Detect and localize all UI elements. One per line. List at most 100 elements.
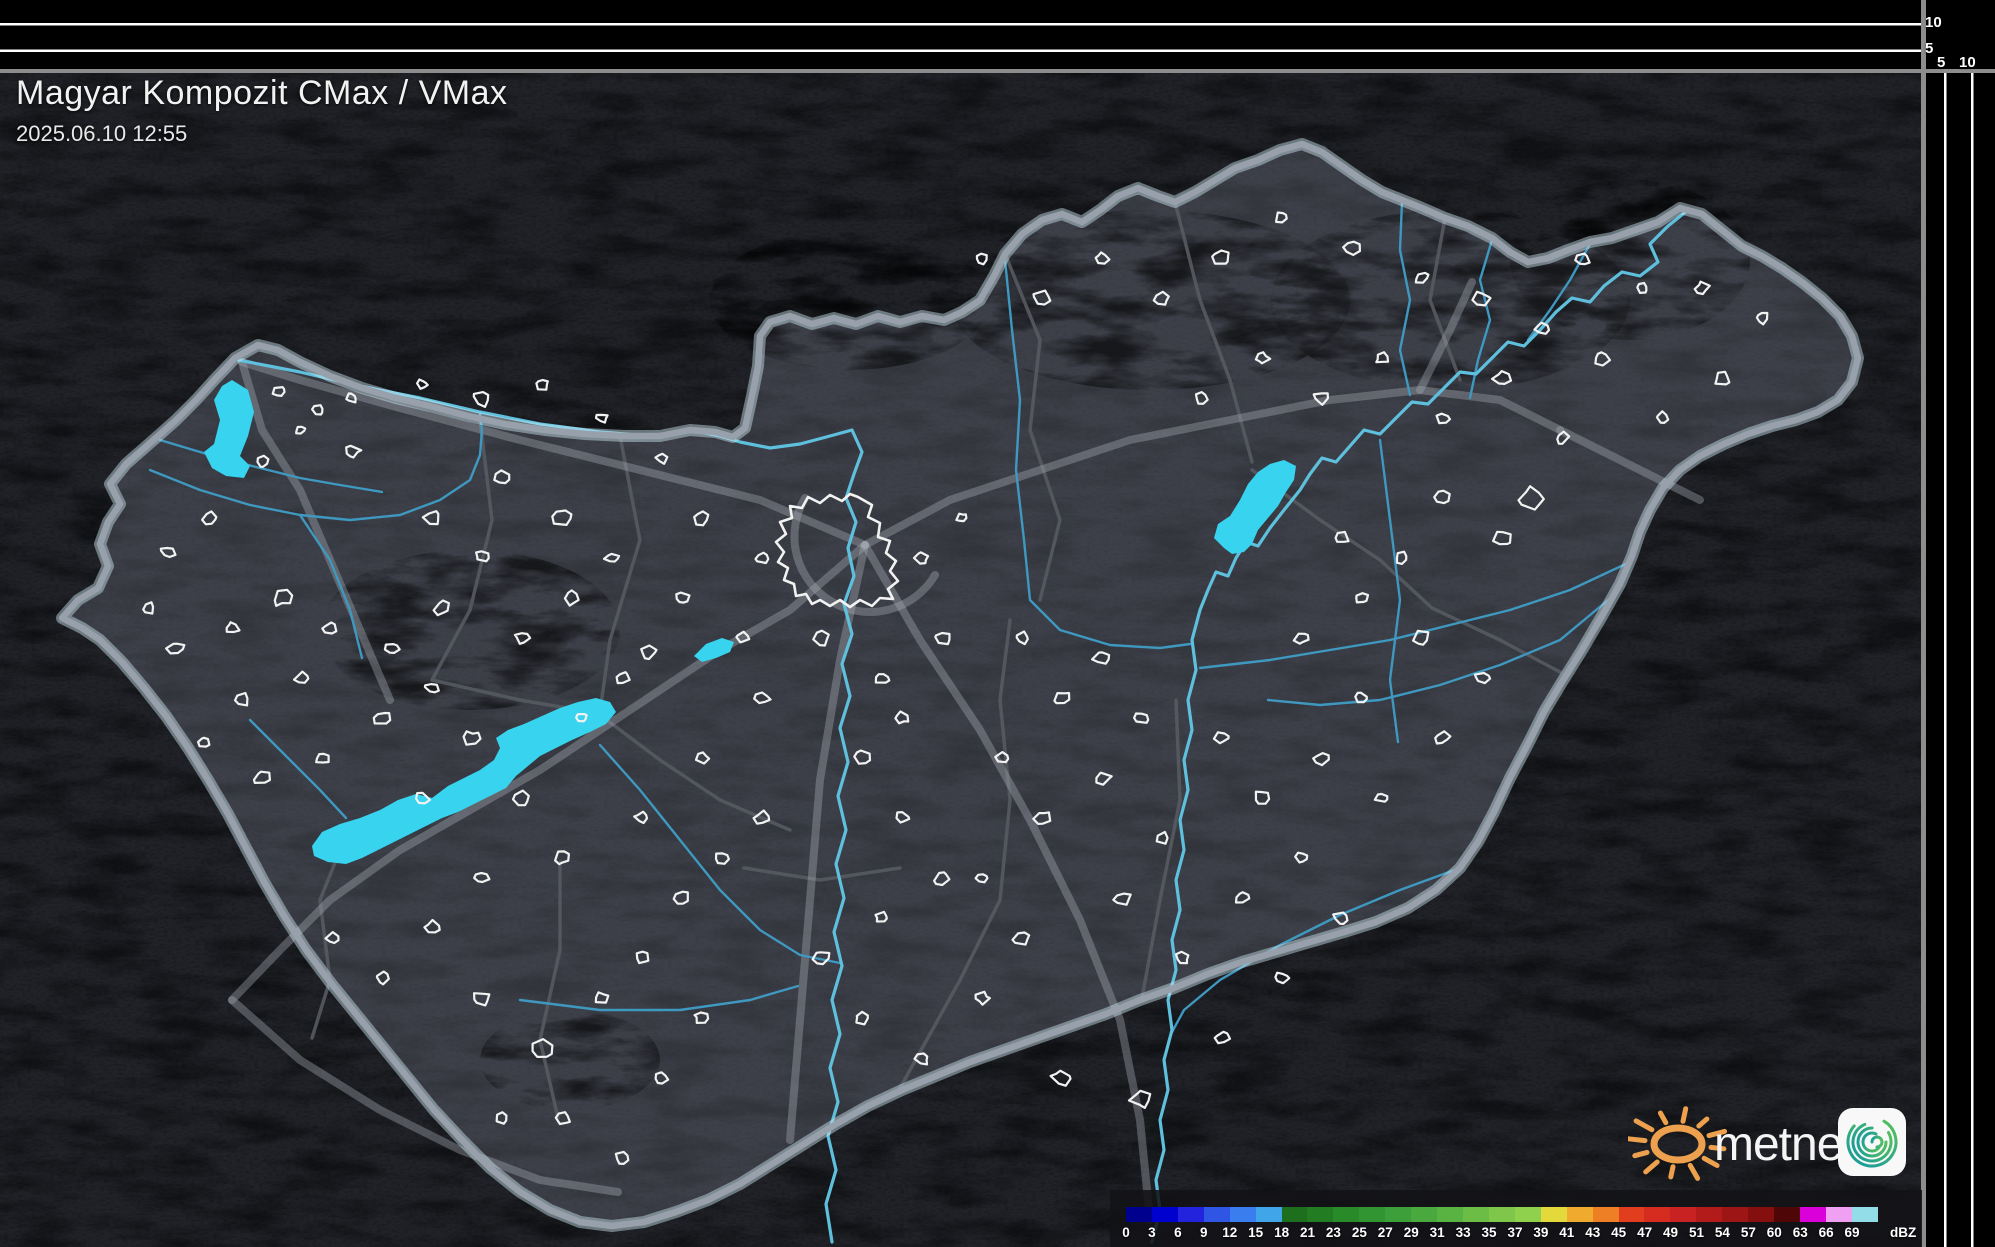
right-scale-line-5 [1944,73,1947,1247]
settlement-outline [1693,280,1711,296]
road-m7-south [228,996,622,1196]
dbz-tick: 29 [1403,1225,1419,1240]
settlement-outline [1517,485,1545,511]
dbz-color-cell [1514,1207,1541,1222]
settlement-outline [375,970,390,986]
dbz-color-cell [1644,1207,1671,1222]
sio-river [598,743,842,965]
settlement-outline [1234,891,1251,904]
settlement-outline [511,789,530,807]
road-m35 [1556,426,1704,504]
settlement-outline [324,930,340,945]
settlement-outline [197,736,211,748]
dbz-tick: 3 [1148,1225,1156,1240]
sun-ray [1696,1116,1710,1129]
settlement-outline [201,510,218,526]
settlement-outline [1155,830,1169,845]
dbz-color-cell [1851,1207,1878,1222]
settlement-outline [602,552,621,563]
dbz-tick: 54 [1714,1225,1730,1240]
settlement-outline [1342,240,1362,256]
settlement-outline [1490,370,1513,385]
dbz-tick: 57 [1740,1225,1756,1240]
settlement-outline [1213,1030,1232,1045]
road-m6 [786,541,869,1144]
settlement-outline [256,454,270,468]
dbz-color-cell [1748,1207,1775,1222]
dbz-tick: 47 [1637,1225,1653,1240]
dbz-color-cell [1774,1207,1800,1222]
settlement-outline [432,599,450,617]
settlement-outline [292,670,310,684]
settlement-outline [225,621,241,634]
dbz-tick: 39 [1533,1225,1549,1240]
settlement-outline [1354,691,1368,704]
raba-river [148,412,484,522]
settlement-outline [994,750,1010,764]
dbz-color-cell [1696,1207,1723,1222]
dbz-color-cell [1566,1207,1593,1222]
dbz-tick: 45 [1611,1225,1627,1240]
settlement-outline [594,991,610,1004]
settlement-outline [551,509,573,527]
dbz-tick: 15 [1248,1225,1264,1240]
settlement-outline [1411,629,1430,646]
settlement-outline [1132,712,1150,724]
settlement-outline [1334,530,1350,543]
settlement-outline [1174,950,1190,965]
dbz-tick: 51 [1688,1225,1704,1240]
sun-ray [1633,1118,1655,1133]
dbz-tick: 49 [1663,1225,1679,1240]
settlement-outline [1312,751,1330,767]
zagyva-river [1003,258,1192,650]
lake-tisza [1214,460,1296,554]
rivers [148,200,1690,1244]
dbz-color-cell [1333,1207,1360,1222]
tisza-river [1150,208,1690,1244]
settlement-outline [1755,311,1769,326]
settlement-outlines [142,211,1769,1166]
dbz-tick-labels: 0 3 6 9 12 15 18 21 23 25 27 29 31 33 35 37 39 41 43 45 47 49… [1122,1225,1917,1241]
settlement-outline [1655,410,1670,424]
settlement-outline [563,589,580,607]
settlement-outline [754,551,770,565]
settlement-outline [165,642,186,655]
settlement-outline [913,1052,929,1066]
dbz-color-cell [1618,1207,1645,1222]
settlement-outline [654,1071,670,1085]
settlement-outline [934,631,951,646]
dbz-unit-label: dBZ [1890,1225,1917,1240]
marcal-river [298,513,364,660]
settlement-outline [416,378,429,390]
settlement-outline [553,850,571,866]
settlement-outline [1274,211,1288,224]
settlement-outline [1032,289,1052,306]
metnet-logo: metnet [1628,1106,1906,1181]
dbz-color-cell [1488,1207,1515,1222]
settlement-outline [1254,351,1272,365]
settlement-outline [594,413,609,424]
sun-ray [1687,1162,1701,1181]
settlement-outline [1015,630,1029,646]
settlement-outline [1032,811,1052,826]
dbz-color-cell [1411,1207,1438,1222]
dbz-color-cell [1799,1207,1826,1222]
dbz-color-cell [1825,1207,1852,1222]
settlement-outline [415,791,431,805]
settlement-outline [1491,530,1512,546]
settlement-outline [1049,1069,1072,1087]
settlement-outline [1011,931,1031,946]
settlement-outline [693,510,710,527]
settlement-outline [1112,892,1132,906]
sun-ray [1708,1144,1727,1152]
settlement-outline [1373,792,1389,803]
settlement-outline [1435,412,1452,425]
settlement-outline [912,551,930,565]
settlement-outline [233,691,249,707]
dbz-tick: 43 [1585,1225,1601,1240]
lakes [204,380,1296,864]
dbz-color-cell [1255,1207,1282,1222]
settlement-outline [1473,671,1492,685]
